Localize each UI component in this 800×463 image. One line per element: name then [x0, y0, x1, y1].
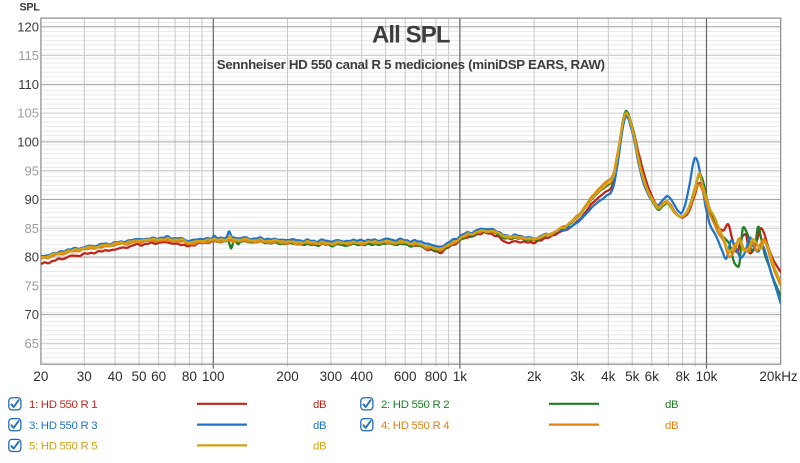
svg-text:600: 600	[394, 369, 417, 384]
svg-text:SPL: SPL	[20, 2, 41, 14]
svg-text:dB: dB	[665, 420, 678, 432]
svg-text:6k: 6k	[645, 369, 660, 384]
svg-text:110: 110	[18, 77, 39, 92]
svg-text:60: 60	[151, 369, 166, 384]
svg-text:5: HD 550 R 5: 5: HD 550 R 5	[29, 441, 97, 453]
svg-text:5k: 5k	[625, 369, 640, 384]
svg-text:dB: dB	[313, 420, 326, 432]
svg-text:95: 95	[25, 163, 39, 178]
svg-text:30: 30	[77, 369, 92, 384]
svg-text:70: 70	[25, 307, 39, 322]
svg-text:4k: 4k	[601, 369, 616, 384]
svg-text:80: 80	[25, 250, 39, 265]
svg-text:8k: 8k	[675, 369, 690, 384]
svg-text:400: 400	[350, 369, 373, 384]
svg-text:800: 800	[425, 369, 448, 384]
svg-text:75: 75	[25, 278, 39, 293]
svg-text:40: 40	[108, 369, 123, 384]
svg-text:dB: dB	[313, 399, 326, 411]
svg-text:120: 120	[17, 19, 39, 34]
svg-text:115: 115	[18, 48, 39, 63]
svg-text:105: 105	[17, 106, 39, 121]
svg-text:100: 100	[17, 135, 39, 150]
svg-text:dB: dB	[665, 399, 678, 411]
svg-text:50: 50	[131, 369, 146, 384]
svg-text:20: 20	[33, 369, 48, 384]
svg-text:200: 200	[276, 369, 299, 384]
svg-text:85: 85	[25, 221, 39, 236]
svg-text:90: 90	[25, 192, 39, 207]
svg-text:All SPL: All SPL	[372, 22, 450, 49]
svg-text:300: 300	[320, 369, 343, 384]
svg-text:100: 100	[202, 369, 225, 384]
svg-text:2k: 2k	[527, 369, 542, 384]
svg-text:65: 65	[25, 336, 39, 351]
svg-text:Sennheiser HD 550 canal R 5 me: Sennheiser HD 550 canal R 5 mediciones (…	[217, 57, 605, 72]
svg-text:dB: dB	[313, 441, 326, 453]
svg-text:3k: 3k	[570, 369, 585, 384]
svg-text:10k: 10k	[696, 369, 718, 384]
svg-text:20kHz: 20kHz	[759, 369, 798, 384]
svg-text:1: HD 550 R 1: 1: HD 550 R 1	[29, 399, 97, 411]
svg-text:1k: 1k	[453, 369, 468, 384]
svg-text:80: 80	[182, 369, 197, 384]
svg-text:3: HD 550 R 3: 3: HD 550 R 3	[29, 420, 97, 432]
svg-text:2: HD 550 R 2: 2: HD 550 R 2	[381, 399, 449, 411]
svg-text:4: HD 550 R 4: 4: HD 550 R 4	[381, 420, 449, 432]
